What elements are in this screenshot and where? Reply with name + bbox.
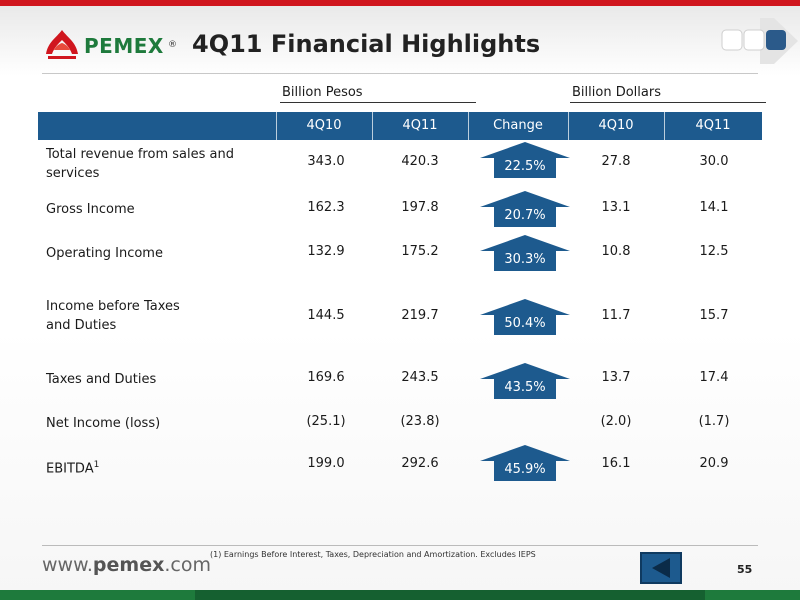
value-pesos-4q10: 343.0 bbox=[307, 154, 345, 169]
row-label-text: EBITDA bbox=[46, 461, 94, 477]
value-pesos-4q10: 199.0 bbox=[307, 456, 345, 471]
row-label: EBITDA1 bbox=[46, 456, 261, 478]
value-usd-4q10: 16.1 bbox=[601, 456, 631, 471]
header-decoration bbox=[720, 16, 800, 66]
value-usd-4q11: 12.5 bbox=[699, 244, 729, 259]
header-separator bbox=[468, 112, 469, 140]
footnote: (1) Earnings Before Interest, Taxes, Dep… bbox=[210, 550, 536, 559]
change-value: 50.4% bbox=[504, 316, 546, 331]
unit-underline-pesos bbox=[280, 102, 476, 103]
row-label: Gross Income bbox=[46, 202, 135, 217]
website-brand: pemex bbox=[92, 554, 165, 576]
change-up-arrow: 50.4% bbox=[480, 299, 570, 335]
change-value: 43.5% bbox=[504, 380, 546, 395]
value-usd-4q11: 14.1 bbox=[699, 200, 729, 215]
header-separator bbox=[664, 112, 665, 140]
value-usd-4q11: (1.7) bbox=[698, 414, 730, 429]
value-usd-4q11: 20.9 bbox=[699, 456, 729, 471]
value-usd-4q10: (2.0) bbox=[600, 414, 632, 429]
change-up-arrow: 30.3% bbox=[480, 235, 570, 271]
unit-label-dollars: Billion Dollars bbox=[572, 85, 661, 100]
change-up-arrow: 45.9% bbox=[480, 445, 570, 481]
column-header: 4Q10 bbox=[598, 118, 634, 133]
value-pesos-4q11: 175.2 bbox=[401, 244, 439, 259]
left-triangle-icon bbox=[652, 558, 670, 578]
value-pesos-4q11: (23.8) bbox=[400, 414, 440, 429]
change-value: 30.3% bbox=[504, 252, 546, 267]
logo-registered-mark: ® bbox=[168, 40, 177, 50]
value-pesos-4q10: 132.9 bbox=[307, 244, 345, 259]
value-usd-4q10: 13.7 bbox=[601, 370, 631, 385]
row-label: Operating Income bbox=[46, 246, 163, 261]
website-prefix: www. bbox=[42, 554, 93, 576]
column-header: 4Q10 bbox=[306, 118, 342, 133]
header-separator bbox=[276, 112, 277, 140]
column-header-change: Change bbox=[493, 118, 543, 133]
header-background bbox=[0, 6, 800, 76]
value-usd-4q11: 15.7 bbox=[699, 308, 729, 323]
footer-divider bbox=[42, 545, 758, 546]
value-pesos-4q11: 292.6 bbox=[401, 456, 439, 471]
row-label: Total revenue from sales and services bbox=[46, 147, 234, 181]
unit-underline-dollars bbox=[570, 102, 766, 103]
value-usd-4q10: 27.8 bbox=[601, 154, 631, 169]
row-label: Net Income (loss) bbox=[46, 416, 161, 431]
change-up-arrow: 20.7% bbox=[480, 191, 570, 227]
page-number: 55 bbox=[737, 563, 753, 576]
change-value: 45.9% bbox=[504, 462, 546, 477]
change-value: 20.7% bbox=[504, 208, 546, 223]
website-suffix: .com bbox=[164, 554, 211, 576]
value-usd-4q10: 11.7 bbox=[601, 308, 631, 323]
column-header: 4Q11 bbox=[695, 118, 731, 133]
change-up-arrow: 22.5% bbox=[480, 142, 570, 178]
bottom-bar-center bbox=[195, 590, 705, 600]
top-stripe bbox=[0, 0, 800, 6]
pemex-logo: PEMEX ® bbox=[42, 28, 182, 64]
change-up-arrow: 43.5% bbox=[480, 363, 570, 399]
value-usd-4q11: 30.0 bbox=[699, 154, 729, 169]
title-divider bbox=[42, 73, 758, 74]
row-label: Taxes and Duties bbox=[46, 372, 157, 387]
table-header: 4Q10 4Q11 Change 4Q10 4Q11 bbox=[38, 112, 762, 140]
logo-wordmark: PEMEX bbox=[84, 34, 164, 58]
page-title: 4Q11 Financial Highlights bbox=[192, 30, 541, 58]
header-separator bbox=[372, 112, 373, 140]
value-pesos-4q11: 219.7 bbox=[401, 308, 439, 323]
value-pesos-4q10: (25.1) bbox=[306, 414, 346, 429]
value-usd-4q10: 13.1 bbox=[601, 200, 631, 215]
header-separator bbox=[568, 112, 569, 140]
change-value: 22.5% bbox=[504, 159, 546, 174]
value-pesos-4q10: 162.3 bbox=[307, 200, 345, 215]
unit-label-pesos: Billion Pesos bbox=[282, 85, 363, 100]
value-usd-4q10: 10.8 bbox=[601, 244, 631, 259]
value-pesos-4q10: 169.6 bbox=[307, 370, 345, 385]
value-pesos-4q11: 243.5 bbox=[401, 370, 439, 385]
value-pesos-4q11: 420.3 bbox=[401, 154, 439, 169]
footnote-marker: 1 bbox=[93, 460, 100, 470]
value-pesos-4q10: 144.5 bbox=[307, 308, 345, 323]
column-header: 4Q11 bbox=[402, 118, 438, 133]
back-button[interactable] bbox=[640, 552, 682, 584]
value-usd-4q11: 17.4 bbox=[699, 370, 729, 385]
row-label: Income before Taxes and Duties bbox=[46, 299, 180, 333]
website-link[interactable]: www.pemex.com bbox=[42, 554, 211, 576]
pemex-flame-icon bbox=[46, 30, 78, 59]
value-pesos-4q11: 197.8 bbox=[401, 200, 439, 215]
